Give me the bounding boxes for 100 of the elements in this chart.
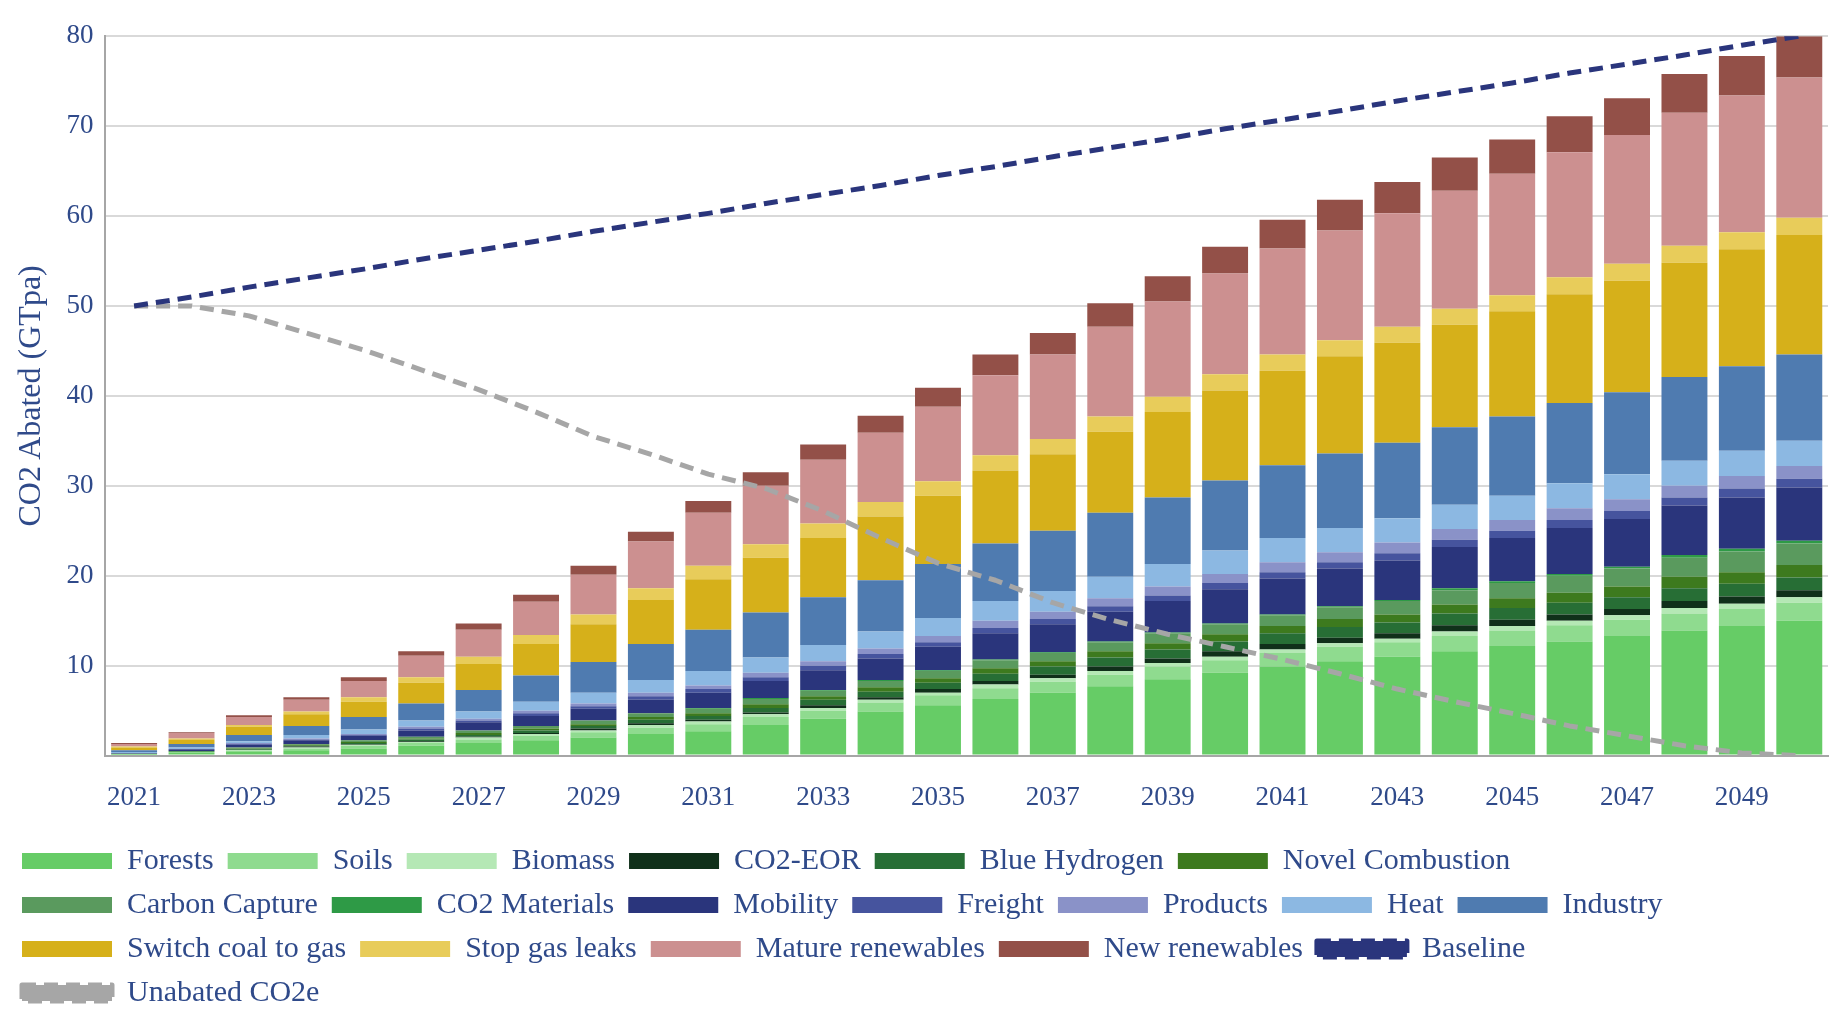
bar xyxy=(685,724,732,732)
bar xyxy=(627,727,674,735)
bar xyxy=(1776,597,1823,603)
bar xyxy=(455,656,502,664)
bar xyxy=(1431,504,1478,529)
bar xyxy=(1718,583,1765,597)
bar xyxy=(1661,600,1708,609)
bar xyxy=(1489,416,1536,496)
bar xyxy=(627,541,674,589)
bar xyxy=(915,646,961,671)
bar xyxy=(915,387,961,407)
bar xyxy=(1374,642,1421,657)
bar xyxy=(1718,232,1765,250)
bar xyxy=(455,711,502,719)
bar xyxy=(340,748,387,755)
bar xyxy=(398,677,445,683)
bar xyxy=(1316,356,1363,454)
bar xyxy=(1431,651,1478,755)
bar xyxy=(627,600,674,645)
x-tick-label: 2031 xyxy=(681,780,736,811)
bar xyxy=(972,633,1019,660)
bar xyxy=(1144,412,1191,498)
bar xyxy=(1087,686,1134,755)
bar xyxy=(1431,604,1478,614)
bar xyxy=(1776,590,1823,598)
bar xyxy=(800,699,847,706)
bar xyxy=(1776,577,1823,591)
legend-label: Products xyxy=(1162,885,1268,919)
bar xyxy=(168,743,215,748)
bar xyxy=(627,680,674,693)
bar xyxy=(1604,474,1650,500)
bar xyxy=(1776,234,1823,355)
bar xyxy=(1029,354,1076,440)
bar xyxy=(340,680,387,698)
bar xyxy=(1374,656,1421,755)
bar xyxy=(857,680,904,688)
bar xyxy=(972,470,1019,544)
legend-label: Switch coal to gas xyxy=(127,929,347,963)
bar xyxy=(972,660,1019,669)
bar xyxy=(168,739,215,744)
x-tick-label: 2041 xyxy=(1255,780,1310,811)
bar xyxy=(1259,465,1306,538)
bar xyxy=(1374,181,1421,214)
bar xyxy=(1604,519,1650,567)
bar xyxy=(283,697,330,700)
bar xyxy=(1718,249,1765,367)
legend-label: Mobility xyxy=(733,885,839,919)
bar xyxy=(1718,596,1765,604)
bar xyxy=(1259,644,1306,650)
bar xyxy=(915,636,961,643)
bar xyxy=(1087,512,1134,577)
bar xyxy=(1259,248,1306,355)
bar xyxy=(1546,625,1593,642)
bar xyxy=(1144,649,1191,659)
bar xyxy=(570,692,617,704)
bar xyxy=(915,671,961,679)
bar xyxy=(1202,246,1249,274)
bar xyxy=(742,557,789,613)
bar xyxy=(1546,508,1593,520)
bar xyxy=(398,682,445,704)
bar xyxy=(1259,370,1306,466)
bar xyxy=(915,695,961,706)
bar xyxy=(1202,550,1249,574)
bar xyxy=(742,716,789,726)
bar xyxy=(1546,614,1593,621)
bar xyxy=(1202,390,1249,481)
y-tick-label: 70 xyxy=(66,109,94,140)
legend-label: Blue Hydrogen xyxy=(979,841,1164,875)
bar xyxy=(1546,592,1593,603)
bar xyxy=(915,678,961,683)
bar xyxy=(1259,633,1306,645)
bar xyxy=(455,623,502,630)
bar xyxy=(1374,542,1421,554)
y-tick-label: 30 xyxy=(66,468,94,499)
bar xyxy=(1718,475,1765,489)
bar xyxy=(1431,590,1478,605)
bar xyxy=(742,472,789,486)
bar xyxy=(915,705,961,755)
bar xyxy=(1316,562,1363,569)
bar xyxy=(742,612,789,658)
bar xyxy=(857,687,904,692)
bar xyxy=(570,565,617,575)
bar xyxy=(1776,543,1823,565)
bar xyxy=(1029,611,1076,619)
bar xyxy=(800,644,847,662)
bar xyxy=(1661,576,1708,589)
bar xyxy=(972,375,1019,456)
bar xyxy=(800,670,847,690)
legend-label: Heat xyxy=(1386,885,1445,919)
bar xyxy=(1604,619,1650,636)
bar xyxy=(1604,568,1650,587)
y-axis-title: CO2 Abated (GTpa) xyxy=(10,265,47,527)
x-tick-label: 2025 xyxy=(336,780,391,811)
bar xyxy=(915,406,961,482)
bar xyxy=(1661,505,1708,556)
bar xyxy=(1259,572,1306,579)
bar xyxy=(1604,263,1650,281)
bar xyxy=(1776,354,1823,441)
bar xyxy=(1661,262,1708,378)
bar xyxy=(1718,572,1765,584)
